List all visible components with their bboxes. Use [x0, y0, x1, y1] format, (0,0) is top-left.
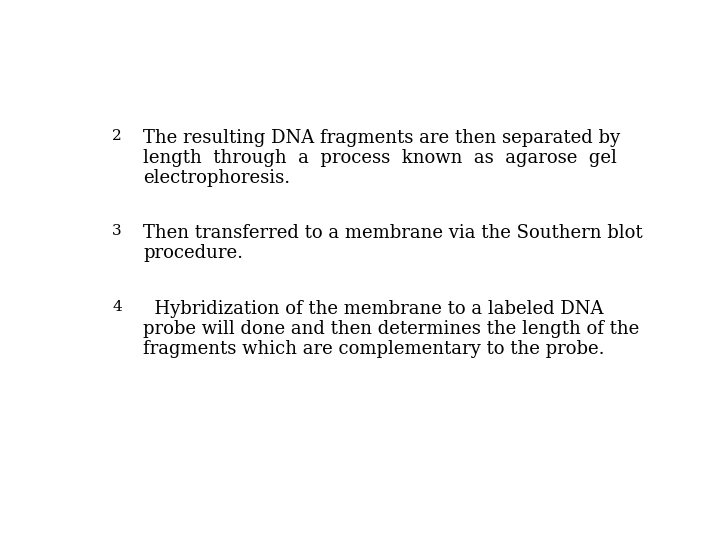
Text: The resulting DNA fragments are then separated by: The resulting DNA fragments are then sep…	[143, 129, 620, 147]
Text: length  through  a  process  known  as  agarose  gel: length through a process known as agaros…	[143, 149, 617, 167]
Text: Then transferred to a membrane via the Southern blot: Then transferred to a membrane via the S…	[143, 225, 643, 242]
Text: Hybridization of the membrane to a labeled DNA: Hybridization of the membrane to a label…	[143, 300, 603, 318]
Text: 3: 3	[112, 225, 122, 239]
Text: electrophoresis.: electrophoresis.	[143, 169, 290, 187]
Text: procedure.: procedure.	[143, 245, 243, 262]
Text: fragments which are complementary to the probe.: fragments which are complementary to the…	[143, 340, 605, 357]
Text: 4: 4	[112, 300, 122, 314]
Text: 2: 2	[112, 129, 122, 143]
Text: probe will done and then determines the length of the: probe will done and then determines the …	[143, 320, 639, 338]
